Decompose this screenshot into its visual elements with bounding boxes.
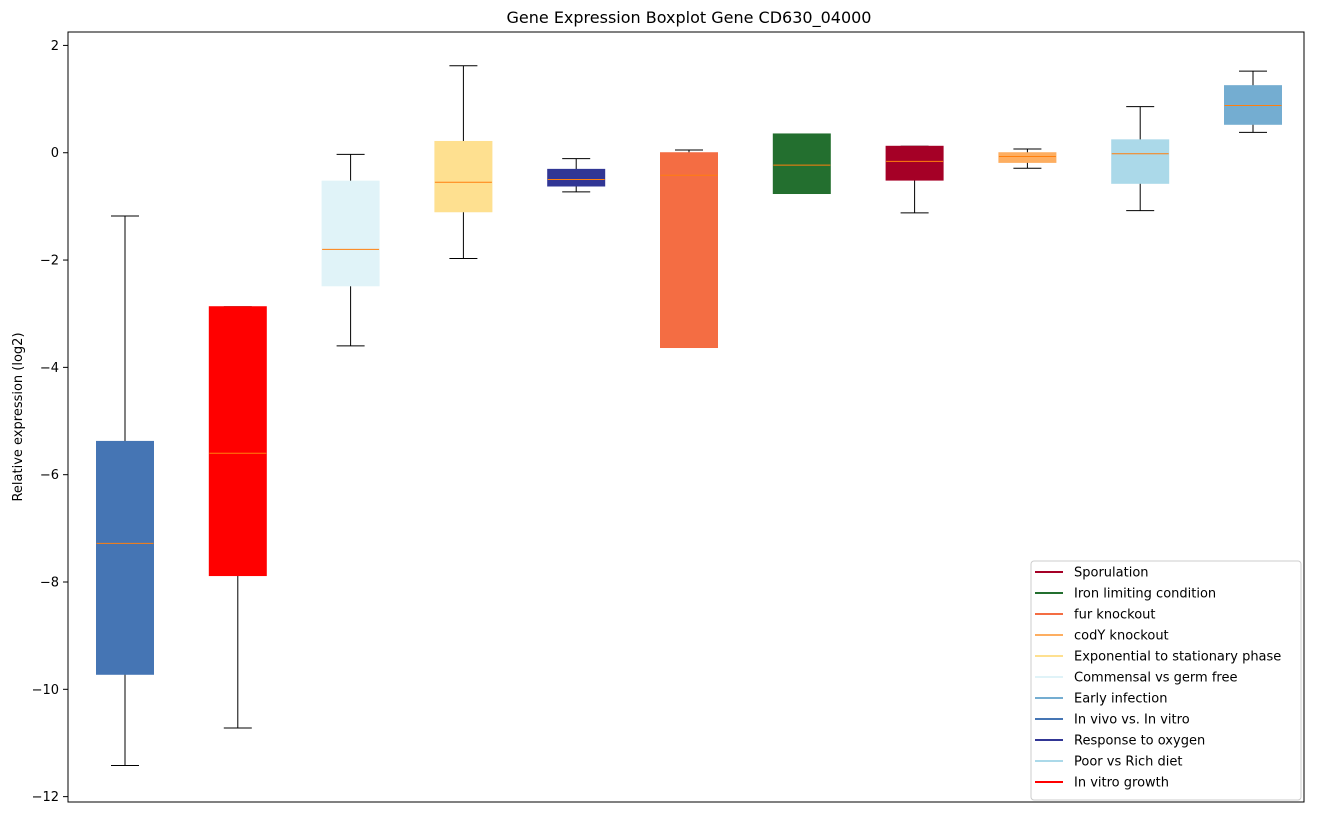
box-rect: [998, 152, 1057, 163]
legend-label: Early infection: [1074, 692, 1167, 707]
box-rect: [96, 440, 154, 675]
box-rect: [1224, 85, 1282, 125]
box-rect: [208, 306, 267, 577]
legend-label: Exponential to stationary phase: [1074, 650, 1281, 665]
legend-box: [1030, 560, 1302, 801]
y-tick-label: −4: [40, 361, 59, 376]
legend-entry: fur knockout: [1035, 608, 1156, 623]
y-tick-label: −8: [40, 576, 59, 591]
y-tick-label: −12: [32, 790, 59, 805]
y-tick-label: −10: [32, 683, 59, 698]
box-exponential-to-stationary-phase: [434, 65, 493, 259]
legend-entry: Iron limiting condition: [1035, 587, 1216, 602]
legend-label: Iron limiting condition: [1074, 587, 1216, 602]
box-early-infection: [1224, 70, 1282, 133]
box-sporulation: [885, 145, 944, 214]
box-rect: [885, 145, 944, 181]
y-tick-label: −6: [40, 468, 59, 483]
box-response-to-oxygen: [547, 158, 606, 193]
legend-label: In vitro growth: [1074, 776, 1169, 791]
box-rect: [434, 140, 493, 213]
y-tick-label: 2: [51, 39, 59, 54]
y-tick-label: −2: [40, 254, 59, 269]
legend-label: Commensal vs germ free: [1074, 671, 1237, 686]
box-cody-knockout: [998, 148, 1057, 169]
box-group: [96, 65, 1282, 767]
legend-entry: In vitro growth: [1035, 776, 1169, 791]
legend-label: Poor vs Rich diet: [1074, 755, 1182, 770]
legend-label: codY knockout: [1074, 629, 1169, 644]
y-axis-label: Relative expression (log2): [11, 332, 26, 501]
box-in-vivo-vs-in-vitro: [96, 215, 154, 767]
legend-label: Sporulation: [1074, 566, 1149, 581]
legend-entry: Response to oxygen: [1035, 734, 1205, 749]
legend: Sporulation Iron limiting condition fur kn…: [1030, 560, 1302, 801]
plot-frame: [67, 31, 1305, 803]
y-axis: 2 0 −2 −4 −6 −8 −10 −12: [32, 39, 68, 805]
box-poor-vs-rich-diet: [1111, 106, 1170, 212]
box-rect: [547, 168, 606, 187]
legend-entry: In vivo vs. In vitro: [1035, 713, 1190, 728]
box-iron-limiting-condition: [772, 133, 831, 195]
box-rect: [660, 152, 718, 349]
chart-title: Gene Expression Boxplot Gene CD630_04000: [507, 8, 872, 28]
legend-entry: Early infection: [1035, 692, 1167, 707]
legend-label: Response to oxygen: [1074, 734, 1205, 749]
legend-label: In vivo vs. In vitro: [1074, 713, 1190, 728]
y-tick-label: 0: [51, 146, 59, 161]
legend-entry: Exponential to stationary phase: [1035, 650, 1281, 665]
legend-label: fur knockout: [1074, 608, 1156, 623]
legend-entry: Sporulation: [1035, 566, 1149, 581]
legend-entry: Commensal vs germ free: [1035, 671, 1237, 686]
box-rect: [772, 133, 831, 195]
legend-entry: Poor vs Rich diet: [1035, 755, 1182, 770]
box-fur-knockout: [660, 149, 718, 349]
box-commensal-vs-germ-free: [321, 153, 380, 347]
box-rect: [321, 180, 380, 287]
box-in-vitro-growth: [208, 306, 267, 729]
legend-entry: codY knockout: [1035, 629, 1169, 644]
box-rect: [1111, 139, 1170, 184]
